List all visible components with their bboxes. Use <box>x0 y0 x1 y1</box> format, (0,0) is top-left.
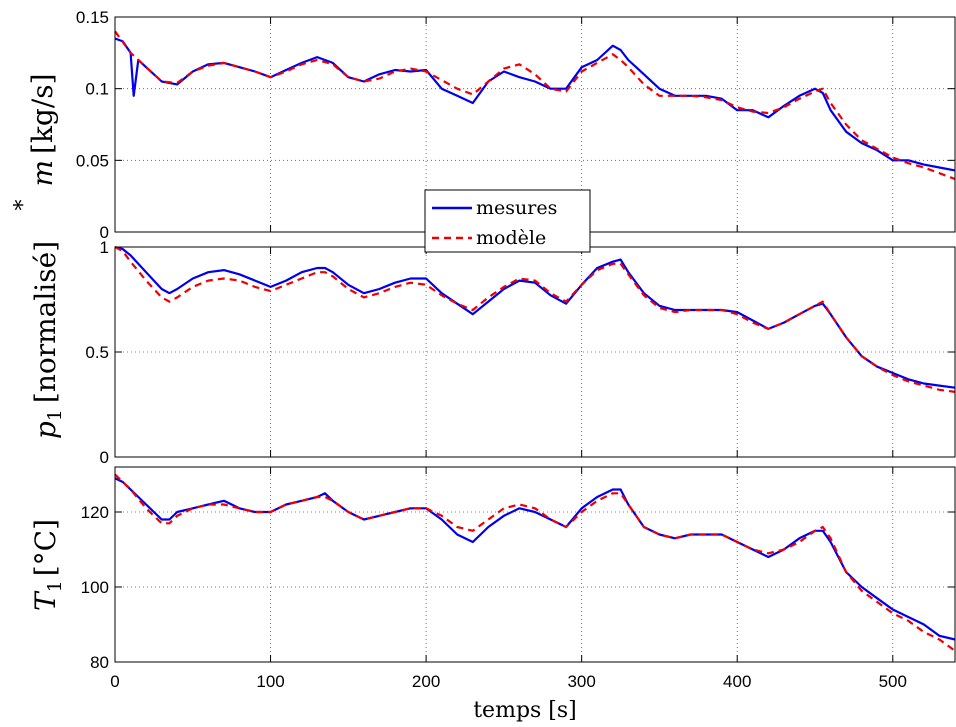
xtick-label: 500 <box>879 672 907 691</box>
ytick-label: 0.1 <box>85 80 109 99</box>
ylabel-mass-flow-unit: [kg/s] <box>26 73 59 154</box>
xtick-label: 400 <box>723 672 751 691</box>
ylabel-temperature-sub: 1 <box>44 580 66 592</box>
legend: mesures modèle <box>425 190 590 252</box>
ylabel-pressure-unit: [normalisé] <box>29 241 62 403</box>
ytick-label: 80 <box>90 653 109 672</box>
ylabel-mass-flow-accent: * <box>11 200 36 211</box>
subplot-pressure: 00.51 <box>85 238 955 467</box>
xtick-label: 100 <box>256 672 284 691</box>
ytick-label: 1 <box>100 238 109 257</box>
ylabel-pressure: p1 [normalisé] <box>29 241 66 439</box>
legend-modele-label: modèle <box>476 227 546 249</box>
svg-text:m[kg/s]: m [kg/s] <box>26 73 59 186</box>
ytick-label: 120 <box>81 503 109 522</box>
ytick-label: 0.05 <box>76 151 109 170</box>
legend-mesures-label: mesures <box>476 197 557 219</box>
ytick-label: 0.5 <box>85 343 109 362</box>
svg-text:p1[normalisé]: p1 [normalisé] <box>29 241 66 439</box>
plot-area-2 <box>115 467 955 662</box>
ytick-label: 100 <box>81 578 109 597</box>
ytick-label: 0.15 <box>76 8 109 27</box>
ylabel-pressure-sub: 1 <box>44 409 66 421</box>
ylabel-pressure-var: p <box>29 421 62 439</box>
xlabel: temps [s] <box>473 698 577 723</box>
xtick-label: 300 <box>567 672 595 691</box>
ylabel-mass-flow-var: m <box>26 160 59 187</box>
ylabel-temperature: T1[°C] <box>29 519 66 611</box>
xtick-label: 200 <box>412 672 440 691</box>
ytick-label: 0 <box>100 448 109 467</box>
ylabel-temperature-unit: [°C] <box>29 519 62 576</box>
svg-text:T1[°C]: T1[°C] <box>29 519 66 611</box>
subplot-temperature: 80 100 120 0 100 200 300 400 500 <box>81 467 955 691</box>
ylabel-mass-flow: m [kg/s] <box>26 73 59 186</box>
xtick-label: 0 <box>110 672 119 691</box>
